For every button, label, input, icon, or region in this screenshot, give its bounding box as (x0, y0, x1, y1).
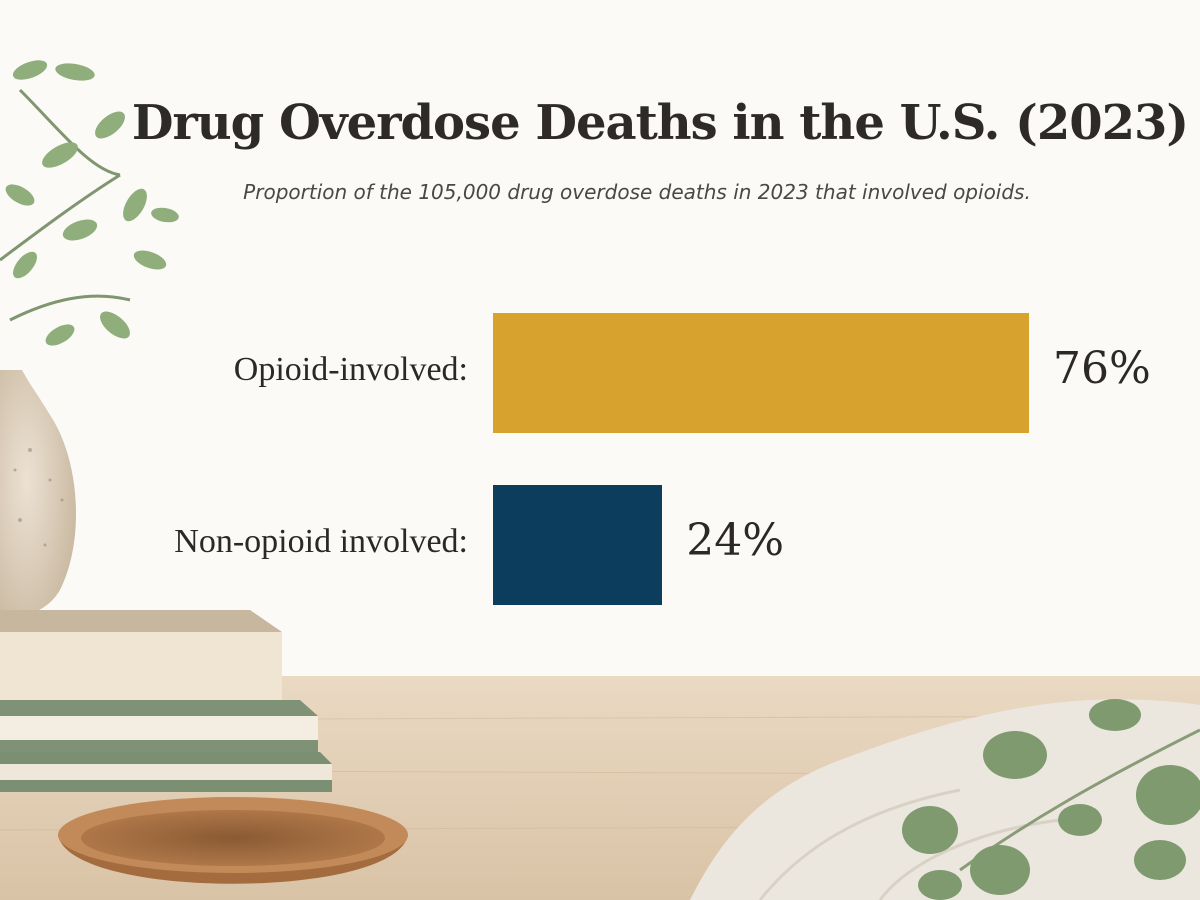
eucalyptus-branch-icon (0, 60, 179, 346)
chart-subtitle: Proportion of the 105,000 drug overdose … (243, 180, 1031, 204)
bar (493, 485, 663, 605)
wooden-bowl-icon (58, 797, 408, 884)
bar (493, 313, 1029, 433)
category-label: Opioid-involved: (233, 351, 468, 388)
book-stack-icon (0, 610, 332, 792)
ceramic-vase-icon (0, 370, 77, 616)
linen-cloth-icon (690, 699, 1200, 900)
chart-title: Drug Overdose Deaths in the U.S. (2023) (131, 95, 1189, 151)
value-label: 76% (1053, 343, 1151, 394)
eucalyptus-sprig-icon (902, 699, 1200, 900)
value-label: 24% (686, 515, 785, 566)
category-label: Non-opioid involved: (174, 523, 468, 560)
